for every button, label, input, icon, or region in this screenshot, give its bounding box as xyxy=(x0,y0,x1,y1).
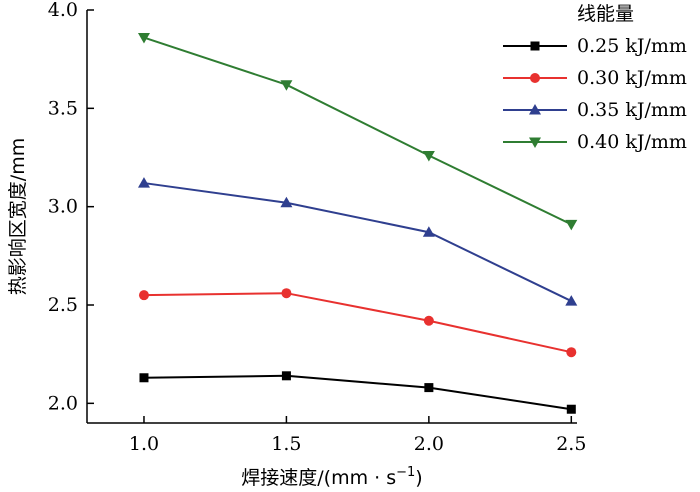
x-axis-label-main: 焊接速度/(mm · s xyxy=(241,467,396,489)
data-point xyxy=(138,290,149,301)
y-ticks: 2.0 2.5 3.0 3.5 4.0 xyxy=(48,0,94,414)
legend-item: 0.30 kJ/mm xyxy=(503,67,687,89)
x-axis-label-close: ) xyxy=(415,467,422,489)
y-tick-label: 3.0 xyxy=(48,196,78,218)
legend: 线能量 0.25 kJ/mm 0.30 kJ/mm 0.35 kJ/mm 0.40 k… xyxy=(503,3,687,153)
y-tick-label: 4.0 xyxy=(48,0,78,21)
x-tick-label: 1.5 xyxy=(271,433,301,455)
series-line xyxy=(143,374,572,411)
legend-label: 0.25 kJ/mm xyxy=(577,35,687,57)
data-point xyxy=(565,295,578,306)
data-point xyxy=(281,371,291,381)
data-point xyxy=(565,219,578,231)
data-point xyxy=(422,151,435,162)
series-4 xyxy=(137,33,578,231)
series-line xyxy=(143,182,572,302)
x-tick-label: 2.0 xyxy=(414,433,444,455)
y-tick-label: 3.5 xyxy=(48,97,78,119)
legend-marker xyxy=(530,73,540,83)
data-point xyxy=(280,196,293,208)
series-2 xyxy=(138,288,577,358)
data-point xyxy=(137,177,150,188)
data-point xyxy=(423,315,434,326)
y-tick-label: 2.0 xyxy=(48,392,78,414)
data-point xyxy=(566,347,577,358)
x-tick-label: 1.0 xyxy=(129,433,159,455)
data-point xyxy=(137,33,150,44)
y-tick-label: 2.5 xyxy=(48,294,78,316)
legend-marker xyxy=(530,41,540,51)
legend-label: 0.30 kJ/mm xyxy=(577,67,687,89)
legend-marker xyxy=(529,137,541,148)
series-line xyxy=(143,36,572,226)
x-axis-label: 焊接速度/(mm · s−1) xyxy=(241,465,422,489)
data-point xyxy=(139,373,149,383)
data-point xyxy=(280,80,293,91)
legend-item: 0.25 kJ/mm xyxy=(503,35,687,57)
x-tick-label: 2.5 xyxy=(556,433,586,455)
data-point xyxy=(422,226,435,237)
series-1 xyxy=(139,371,576,414)
legend-marker xyxy=(529,104,541,115)
legend-label: 0.40 kJ/mm xyxy=(577,131,687,153)
axes xyxy=(86,10,577,424)
data-point xyxy=(281,288,292,299)
legend-item: 0.40 kJ/mm xyxy=(503,131,687,153)
x-axis-label-superscript: −1 xyxy=(396,465,415,480)
y-axis-label: 热影响区宽度/mm xyxy=(7,138,29,295)
series-3 xyxy=(137,177,578,306)
data-point xyxy=(424,383,434,393)
data-point xyxy=(566,404,576,414)
legend-title: 线能量 xyxy=(577,3,634,25)
series-group xyxy=(137,33,578,414)
series-line xyxy=(143,292,572,354)
legend-label: 0.35 kJ/mm xyxy=(577,99,687,121)
x-ticks: 1.0 1.5 2.0 2.5 xyxy=(129,416,586,455)
legend-item: 0.35 kJ/mm xyxy=(503,99,687,121)
